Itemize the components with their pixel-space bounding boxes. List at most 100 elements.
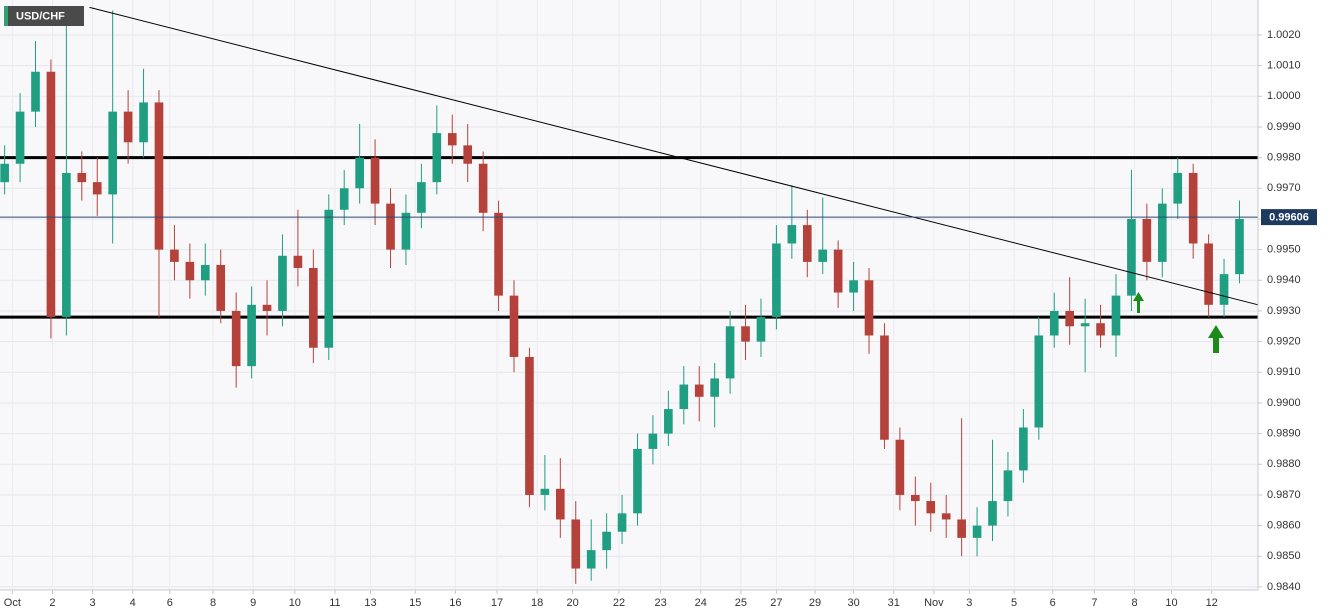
badge-background — [4, 6, 84, 26]
candle-body — [154, 102, 164, 250]
x-tick-label: 18 — [531, 597, 543, 609]
last-price-badge — [1261, 209, 1317, 226]
x-tick-label: 12 — [1206, 597, 1218, 609]
candle-body — [463, 145, 473, 164]
y-tick-label: 0.9910 — [1267, 366, 1301, 378]
candle-body — [571, 519, 581, 569]
candle-body — [694, 384, 704, 397]
x-tick-label: 3 — [90, 597, 96, 609]
y-tick-label: 0.9990 — [1267, 121, 1301, 133]
candle-body — [1157, 203, 1167, 262]
x-tick-label: 23 — [655, 597, 667, 609]
y-tick-label: 0.9940 — [1267, 274, 1301, 286]
y-tick-label: 0.9850 — [1267, 550, 1301, 562]
candle-body — [170, 249, 179, 262]
candle-body — [586, 550, 596, 569]
candle-body — [1034, 335, 1044, 428]
x-tick-label: 4 — [130, 597, 136, 609]
candle-body — [540, 488, 550, 495]
candle-body — [247, 304, 256, 367]
x-tick-label: 5 — [1011, 597, 1017, 609]
x-tick-label: 24 — [695, 597, 707, 609]
up-arrow — [1208, 325, 1224, 353]
candle-body — [1127, 218, 1136, 296]
candle-body — [1019, 427, 1028, 471]
candle-body — [1003, 470, 1013, 502]
candle-body — [278, 255, 287, 311]
candle-body — [818, 249, 828, 262]
levels — [0, 156, 1258, 319]
x-tick-label: 29 — [809, 597, 821, 609]
y-tick-label: 0.9950 — [1267, 244, 1301, 256]
candle-body — [417, 182, 426, 213]
candle-body — [602, 531, 611, 551]
candle-body — [787, 225, 797, 244]
x-tick-label: 10 — [289, 597, 301, 609]
candle-body — [941, 513, 951, 520]
y-tick-label: 1.0000 — [1267, 90, 1301, 102]
trend-line — [89, 6, 1259, 306]
candle-body — [432, 133, 442, 183]
symbol-badge: USD/CHF — [4, 6, 84, 26]
y-tick-label: 1.0010 — [1267, 60, 1301, 72]
y-tick-label: 0.9930 — [1267, 305, 1301, 317]
candle-body — [972, 525, 982, 538]
y-tick-label: 1.0020 — [1267, 29, 1301, 41]
candle-body — [1111, 295, 1121, 336]
candle-body — [664, 409, 673, 434]
candle-body — [509, 295, 519, 357]
overlay — [0, 6, 1259, 306]
candle-body — [895, 439, 905, 495]
x-tick-label: 7 — [1091, 597, 1097, 609]
x-tick-label: 11 — [329, 597, 340, 609]
candle-body — [772, 243, 781, 318]
candles — [0, 10, 1244, 584]
candle-body — [262, 304, 272, 311]
candle-body — [1142, 218, 1152, 262]
x-tick-label: 6 — [167, 597, 173, 609]
candle-body — [710, 378, 719, 397]
candle-body — [988, 501, 997, 526]
x-tick-label: 16 — [449, 597, 461, 609]
last-price-label: 0.99606 — [1269, 212, 1309, 224]
candle-body — [293, 255, 303, 269]
badge-stripe — [4, 6, 8, 26]
chart-title: USD/CHF — [16, 10, 65, 22]
candle-body — [386, 203, 395, 250]
x-tick-label: 6 — [1050, 597, 1056, 609]
candle-body — [123, 111, 133, 143]
y-tick-label: 0.9980 — [1267, 152, 1301, 164]
candle-body — [77, 172, 87, 183]
x-tick-label: 31 — [888, 597, 900, 609]
candle-body — [833, 249, 843, 293]
candle-body — [46, 71, 56, 318]
candle-body — [741, 326, 750, 342]
candle-body — [447, 133, 457, 146]
candle-body — [494, 212, 503, 296]
plot-background — [0, 0, 1258, 590]
candle-body — [231, 310, 241, 367]
candle-body — [62, 172, 71, 318]
y-tick-label: 0.9900 — [1267, 397, 1301, 409]
candle-body — [911, 494, 920, 502]
x-tick-label: 8 — [1131, 597, 1137, 609]
candle-body — [648, 433, 658, 449]
candle-body — [880, 335, 889, 440]
candle-body — [1080, 323, 1090, 327]
x-tick-label: 15 — [409, 597, 421, 609]
y-tick-label: 0.9860 — [1267, 520, 1301, 532]
candle-body — [1049, 310, 1059, 336]
x-tick-label: 30 — [847, 597, 859, 609]
candle-body — [139, 102, 148, 143]
candle-body — [864, 280, 874, 336]
candle-body — [0, 163, 9, 183]
candle-body — [185, 261, 195, 281]
candle-body — [200, 264, 210, 281]
x-tick-label: Nov — [924, 597, 944, 609]
x-tick-label: 3 — [966, 597, 972, 609]
candle-body — [92, 182, 102, 195]
y-tick-label: 0.9870 — [1267, 489, 1301, 501]
y-tick-label: 0.9970 — [1267, 182, 1301, 194]
candle-body — [679, 384, 689, 410]
candle-body — [1065, 310, 1075, 327]
